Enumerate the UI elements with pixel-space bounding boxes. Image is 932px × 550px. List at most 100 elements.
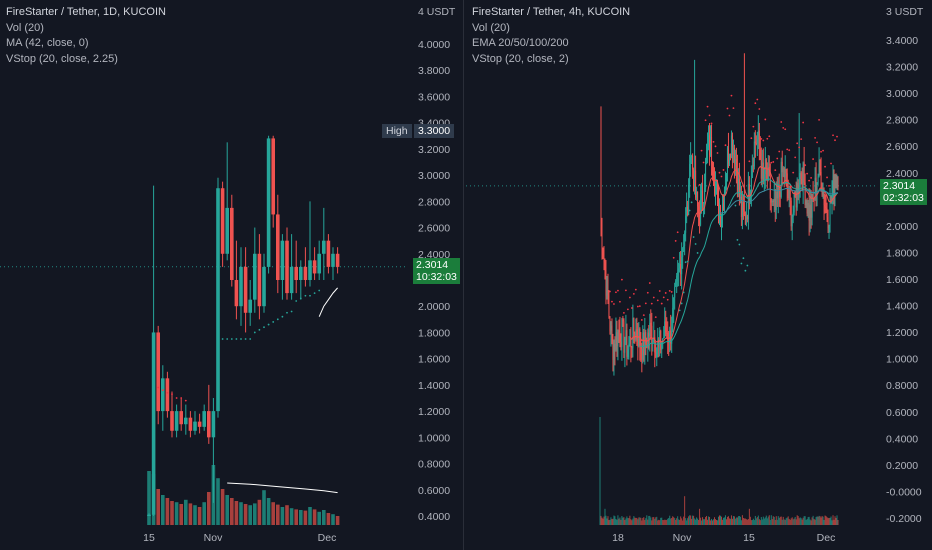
vstop-dot: [810, 176, 813, 179]
candle-body: [748, 184, 750, 202]
vstop-dot: [722, 169, 725, 171]
volume-bar: [820, 517, 822, 525]
chart-title[interactable]: FireStarter / Tether, 1D, KUCOIN: [6, 6, 166, 18]
volume-bar: [785, 518, 787, 525]
vstop-dot: [660, 302, 663, 305]
vstop-dot: [621, 278, 623, 281]
volume-bar: [766, 518, 768, 525]
volume-bar: [611, 519, 613, 525]
vstop-dot: [640, 319, 643, 321]
volume-bar: [756, 517, 758, 525]
volume-bar: [266, 498, 271, 525]
candle-body: [663, 337, 665, 339]
candle-body: [618, 330, 620, 332]
candle-body: [672, 307, 674, 332]
vstop-dot: [780, 121, 783, 123]
candle-body: [720, 216, 722, 227]
volume-bar: [729, 518, 731, 525]
vstop-dot: [702, 161, 705, 164]
indicator-vstop[interactable]: VStop (20, close, 2.25): [6, 52, 118, 65]
vstop-dot: [650, 302, 653, 305]
volume-bar: [603, 516, 605, 525]
volume-bar: [744, 518, 746, 525]
vstop-dot: [686, 260, 689, 263]
volume-bar: [833, 519, 835, 525]
candle-body: [714, 181, 716, 194]
candle-body: [810, 204, 812, 218]
y-tick-label: 1.0000: [886, 354, 918, 366]
vstop-dot: [728, 114, 731, 117]
volume-bar: [748, 508, 750, 525]
candle-body: [285, 240, 289, 294]
volume-bar: [832, 515, 834, 525]
candle-body: [712, 163, 714, 175]
volume-bar: [657, 520, 659, 525]
candle-body: [821, 191, 823, 195]
volume-bar: [751, 519, 753, 525]
volume-bar: [658, 519, 660, 525]
vstop-dot: [752, 125, 755, 128]
vstop-dot: [706, 105, 709, 108]
volume-bar: [156, 489, 160, 525]
candle-body: [621, 319, 623, 347]
volume-bar: [710, 520, 712, 525]
candle-body: [147, 514, 151, 516]
candle-body: [726, 148, 728, 174]
volume-bar: [717, 520, 719, 525]
y-tick-label: 1.6000: [886, 274, 918, 286]
candle-body: [627, 349, 629, 357]
vstop-dot: [736, 239, 739, 241]
volume-bar: [640, 517, 642, 525]
candle-body: [193, 421, 197, 431]
volume-bar: [740, 520, 742, 525]
volume-bar: [821, 515, 823, 525]
volume-bar: [813, 518, 815, 525]
vstop-dot: [295, 300, 298, 302]
volume-bar: [276, 504, 280, 525]
volume-bar: [701, 520, 703, 525]
indicator-volume[interactable]: Vol (20): [472, 21, 510, 34]
vstop-dot: [652, 296, 655, 299]
currency-label[interactable]: 3 USDT: [886, 6, 924, 18]
indicator-ma[interactable]: MA (42, close, 0): [6, 37, 89, 49]
candle-body: [833, 175, 835, 196]
vstop-dot: [672, 256, 675, 259]
indicator-vstop[interactable]: VStop (20, close, 2): [472, 52, 569, 65]
vstop-dot: [754, 102, 757, 105]
candle-body: [832, 175, 834, 194]
volume-bar: [629, 515, 631, 525]
last-price-tag: 2.3014 02:32:03: [880, 179, 927, 205]
indicator-ema[interactable]: EMA 20/50/100/200: [472, 37, 569, 49]
vstop-dot: [670, 291, 673, 293]
vstop-dot: [662, 296, 665, 299]
chart-pane-daily[interactable]: FireStarter / Tether, 1D, KUCOIN Vol (20…: [0, 0, 464, 550]
candle-body: [769, 176, 771, 199]
vstop-dot: [676, 231, 679, 234]
daily-chart-canvas[interactable]: 4.0000 3.8000 3.6000 3.4000 3.2000 3.0000 2.80…: [0, 0, 464, 550]
candle-body: [710, 136, 712, 156]
vstop-dot: [740, 262, 743, 265]
candle-body: [798, 187, 800, 194]
chart-title[interactable]: FireStarter / Tether, 4h, KUCOIN: [472, 6, 631, 18]
volume-bar: [188, 503, 193, 525]
candle-body: [220, 188, 225, 254]
x-tick-label: Dec: [318, 532, 337, 544]
candle-body: [793, 191, 795, 213]
volume-bar: [676, 518, 678, 525]
volume-bar: [778, 517, 780, 525]
vstop-dot: [712, 140, 715, 143]
candle-body: [643, 332, 645, 355]
currency-label[interactable]: 4 USDT: [418, 6, 456, 18]
y-tick-label: 3.2000: [418, 144, 450, 156]
candle-body: [625, 330, 627, 345]
candle-body: [731, 135, 733, 155]
volume-bar: [738, 515, 740, 525]
candle-body: [686, 206, 688, 216]
candle-body: [792, 212, 794, 217]
vstop-dot: [611, 300, 613, 303]
indicator-volume[interactable]: Vol (20): [6, 21, 44, 34]
candle-body: [733, 147, 735, 164]
chart-pane-4h[interactable]: FireStarter / Tether, 4h, KUCOIN Vol (20…: [466, 0, 932, 550]
4h-chart-canvas[interactable]: 3.40003.20003.00002.80002.60002.40002.20…: [466, 0, 932, 550]
candle-body: [790, 200, 792, 227]
